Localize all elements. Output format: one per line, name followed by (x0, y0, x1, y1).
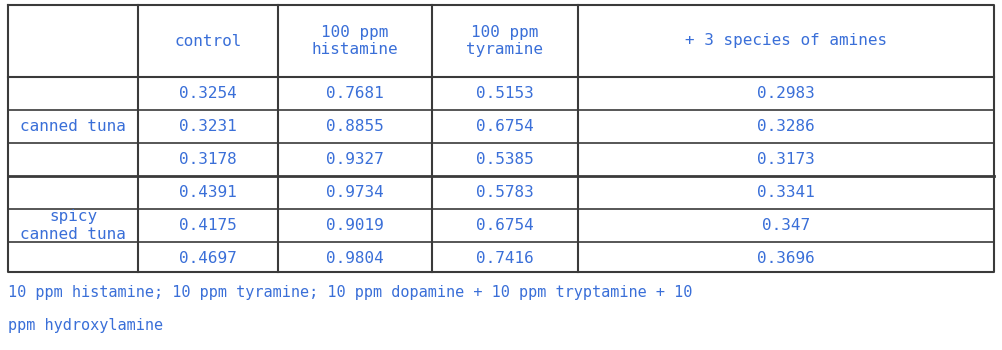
Text: 0.9327: 0.9327 (326, 152, 384, 167)
Text: 0.9734: 0.9734 (326, 185, 384, 200)
Text: spicy
canned tuna: spicy canned tuna (20, 209, 126, 242)
Text: 0.6754: 0.6754 (476, 119, 534, 134)
Text: 0.4175: 0.4175 (179, 218, 236, 233)
Text: 0.7416: 0.7416 (476, 251, 534, 266)
Text: control: control (174, 34, 241, 49)
Text: 10 ppm histamine; 10 ppm tyramine; 10 ppm dopamine + 10 ppm tryptamine + 10: 10 ppm histamine; 10 ppm tyramine; 10 pp… (8, 285, 692, 300)
Text: + 3 species of amines: + 3 species of amines (685, 34, 887, 49)
Text: 0.5783: 0.5783 (476, 185, 534, 200)
Text: 0.8855: 0.8855 (326, 119, 384, 134)
Text: 0.2983: 0.2983 (758, 86, 815, 101)
Text: 100 ppm
tyramine: 100 ppm tyramine (467, 25, 543, 57)
Text: 0.4391: 0.4391 (179, 185, 236, 200)
Text: 0.9019: 0.9019 (326, 218, 384, 233)
Text: 0.3341: 0.3341 (758, 185, 815, 200)
Text: 0.9804: 0.9804 (326, 251, 384, 266)
Text: 0.4697: 0.4697 (179, 251, 236, 266)
Text: canned tuna: canned tuna (20, 119, 126, 134)
Text: 0.3173: 0.3173 (758, 152, 815, 167)
Text: 0.3231: 0.3231 (179, 119, 236, 134)
Text: 0.347: 0.347 (762, 218, 810, 233)
Text: 0.3286: 0.3286 (758, 119, 815, 134)
Text: 0.7681: 0.7681 (326, 86, 384, 101)
Text: 0.6754: 0.6754 (476, 218, 534, 233)
Text: 0.5385: 0.5385 (476, 152, 534, 167)
Text: 100 ppm
histamine: 100 ppm histamine (312, 25, 399, 57)
Text: ppm hydroxylamine: ppm hydroxylamine (8, 318, 163, 333)
Text: 0.3696: 0.3696 (758, 251, 815, 266)
Text: 0.3178: 0.3178 (179, 152, 236, 167)
Text: 0.3254: 0.3254 (179, 86, 236, 101)
Text: 0.5153: 0.5153 (476, 86, 534, 101)
